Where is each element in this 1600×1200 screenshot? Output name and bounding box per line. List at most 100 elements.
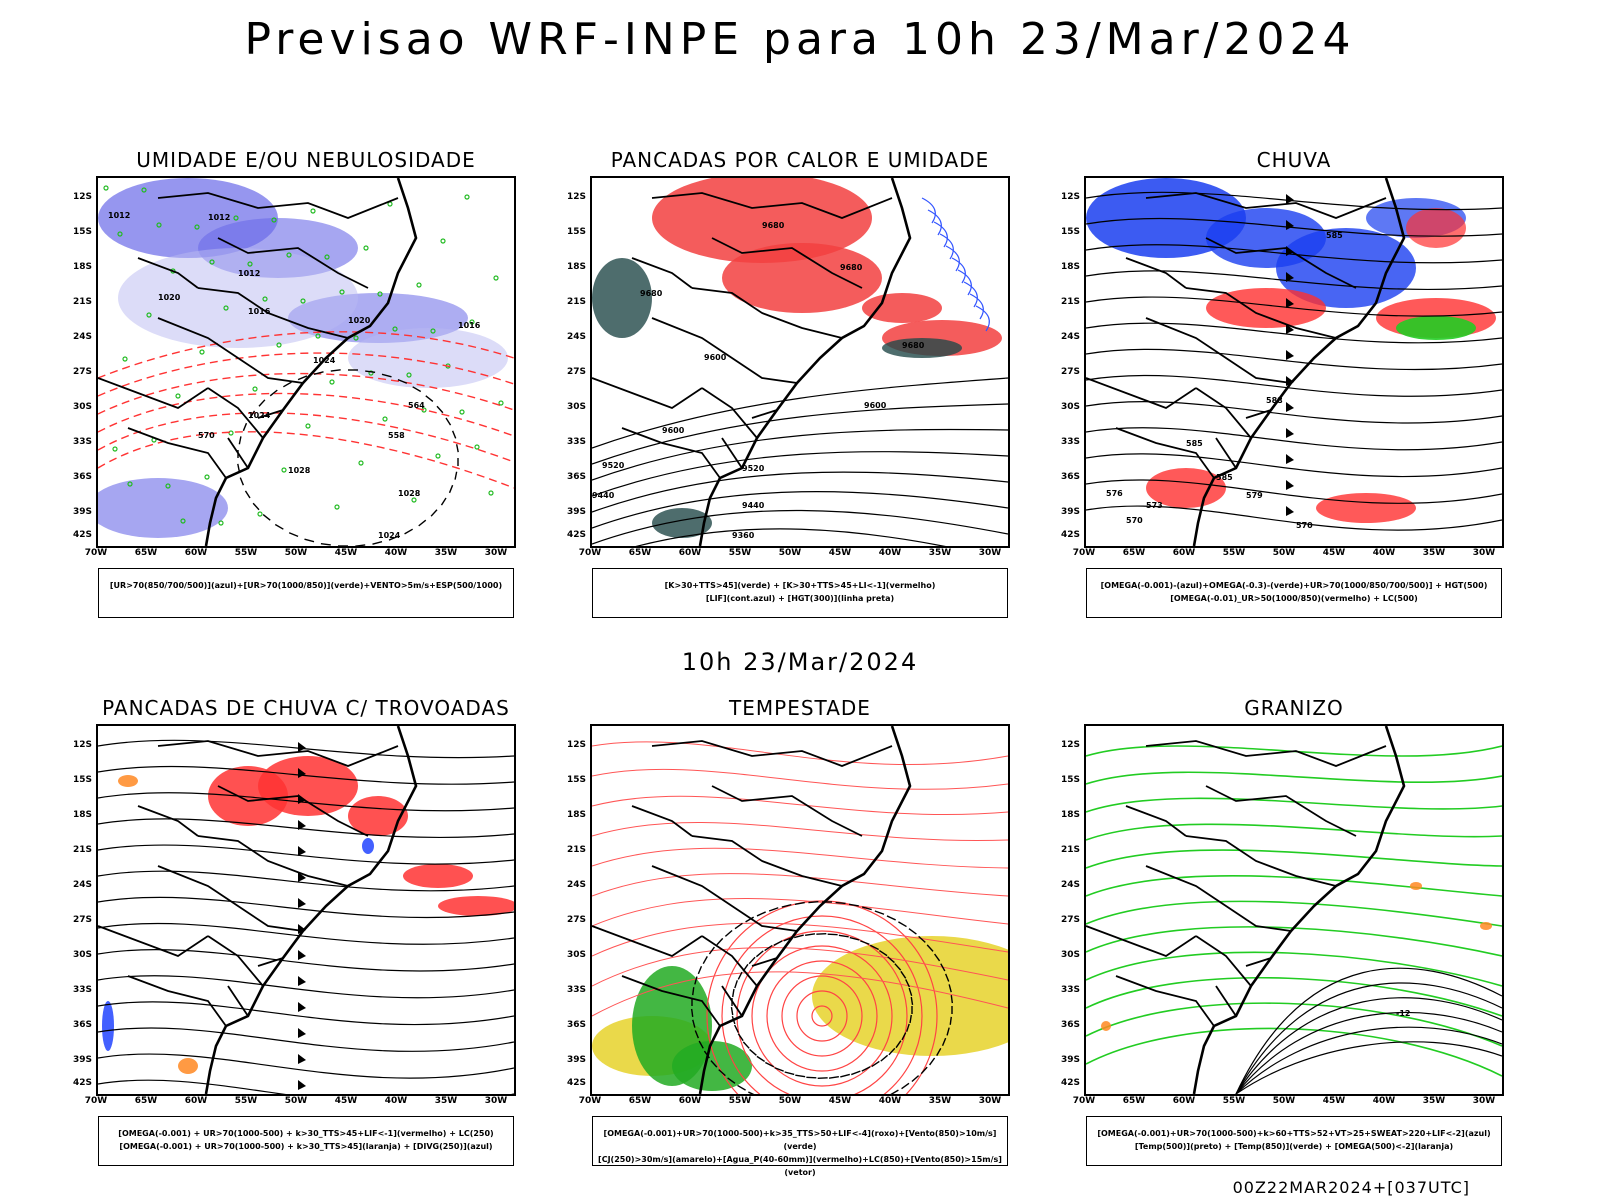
low-humidity-contour [228,430,234,436]
state-border [207,387,264,439]
contour-label: 570 [198,431,215,440]
temperature-500-contour [1235,967,1502,1094]
low-humidity-contour [339,289,345,295]
wind-vector [730,1006,734,1016]
wind-vector [381,373,392,378]
low-humidity-contour [498,400,504,406]
state-border [1195,935,1252,987]
temperature-850-contour [1086,797,1502,813]
latitude-tick-label: 24S [1060,332,1080,342]
wind-vector [397,378,408,384]
wind-vector [795,1074,806,1078]
wind-vector [838,934,849,938]
lifted-index-contour [951,257,966,284]
streamline-arrow [1286,220,1294,230]
state-border [1215,437,1237,469]
longitude-tick-label: 45W [334,548,358,558]
precip-water-contour [592,971,1008,1017]
legend-line: [OMEGA(-0.001)+UR>70(1000-500)+k>60+TTS>… [1097,1129,1491,1138]
lifted-index-contour [939,233,954,260]
wind-vector [909,1014,912,1024]
legend-line: [Temp(500)](preto) + [Temp(850)](verde) … [1134,1142,1454,1151]
streamline [98,1079,514,1094]
height-500-contour [1086,401,1502,424]
wind-vector [734,1024,739,1033]
longitude-tick-label: 55W [1222,548,1246,558]
panel-title-pancadas-calor: PANCADAS POR CALOR E UMIDADE [610,148,990,172]
temperature-500-contour [1235,1041,1502,1094]
panel-title-tempestade: TEMPESTADE [729,696,871,720]
temperature-850-contour [1086,1002,1502,1047]
state-border [1125,257,1187,289]
rain-area-red [1206,288,1326,328]
coastline [698,726,912,1094]
streamline [98,922,514,945]
low-humidity-contour [363,245,369,251]
low-humidity-contour [117,231,123,237]
streamline-arrow [298,846,306,856]
instability-area-red [722,243,882,313]
contour-label: 1012 [108,211,130,220]
longitude-tick-label: 45W [828,548,852,558]
contour-label: 579 [1246,491,1263,500]
temperature-850-contour [1086,951,1502,987]
wind-vector [702,956,708,965]
wind-vector [418,519,427,527]
latitude-tick-label: 18S [566,810,586,820]
humidity-area-blue [98,478,228,538]
state-border [721,437,743,469]
streamline-arrow [298,820,306,830]
longitude-tick-label: 65W [1122,1096,1146,1106]
contour-label: 1020 [158,293,181,302]
wind-vector [288,532,299,538]
low-humidity-contour [175,393,181,399]
longitude-tick-label: 60W [678,1096,702,1106]
wind-vector [412,386,422,393]
wind-vector [692,1019,696,1028]
precip-water-contour [592,795,1008,816]
latitude-tick-label: 30S [1060,402,1080,412]
map-canvas-pancadas-calor: 9680 9680 9680 9680 9600 9600 9600 9520 9520 9440… [592,178,1008,546]
wind-vector [840,1073,850,1078]
temperature-850-contour [1086,976,1502,1017]
legend-line: [CJ(250)>30m/s](amarelo)+[Agua_P(40-60mm… [598,1155,1002,1177]
longitude-tick-label: 70W [84,548,108,558]
state-border [1086,925,1197,958]
latitude-tick-label: 42S [1060,530,1080,540]
state-border [701,935,758,987]
coastline [1192,726,1406,1094]
wind-vector [895,1040,902,1049]
wind-vector [901,1032,907,1041]
longitude-tick-label: 50W [1272,548,1296,558]
latitude-tick-label: 36S [566,1020,586,1030]
latitude-tick-label: 15S [72,227,92,237]
state-border [592,377,703,410]
latitude-tick-label: 39S [566,1055,586,1065]
state-border [217,785,369,837]
map-canvas-umidade: 1012 1012 1012 1016 1020 1020 1024 1024 1028 1028… [98,178,514,546]
wind-vector [890,1089,899,1094]
lifted-index-contour [963,281,978,308]
latitude-tick-label: 39S [1060,1055,1080,1065]
rain-area-red [1316,493,1416,523]
state-border [701,387,758,439]
state-border [127,427,227,479]
wind-vector [900,970,907,979]
streamline-arrow [1286,506,1294,516]
map-umidade: 1012 1012 1012 1016 1020 1020 1024 1024 1028 1028… [96,176,516,548]
latitude-tick-label: 24S [72,880,92,890]
legend-umidade: [UR>70(850/700/500)](azul)+[UR>70(1000/8… [98,568,514,618]
low-humidity-contour [156,222,162,228]
legend-line: [OMEGA(-0.01)_UR>50(1000/850)(vermelho) … [1170,594,1418,603]
latitude-tick-label: 36S [72,472,92,482]
state-border [1185,835,1337,887]
legend-granizo: [OMEGA(-0.001)+UR>70(1000-500)+k>60+TTS>… [1086,1116,1502,1166]
streamline [98,844,514,865]
height-500-contour [1086,244,1502,264]
wind-vector [894,963,902,971]
longitude-tick-label: 50W [284,548,308,558]
state-border [1145,865,1292,932]
latitude-tick-label: 33S [72,437,92,447]
wind-vector [816,932,827,935]
